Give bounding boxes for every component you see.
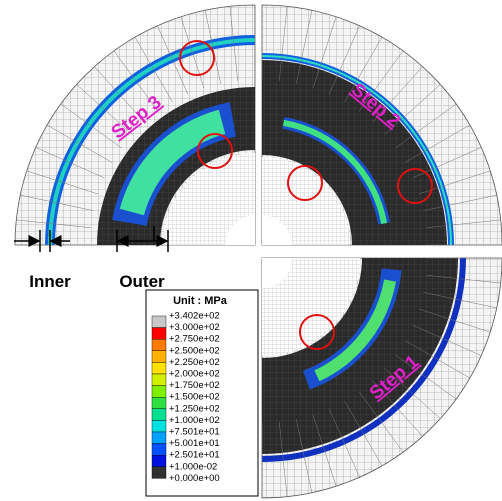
legend-swatch [152,397,166,409]
legend-label: +1.000e-02 [169,461,217,472]
legend-label: +1.500e+02 [169,392,220,403]
legend-label: +5.001e+01 [169,438,220,449]
legend-label: +2.000e+02 [169,369,220,380]
legend-swatch [152,339,166,351]
legend-swatch [152,409,166,421]
legend-label: +3.402e+02 [169,311,220,322]
legend-label: +1.250e+02 [169,403,220,414]
legend: +3.402e+02+3.000e+02+2.750e+02+2.500e+02… [152,311,220,484]
legend-swatch [152,328,166,340]
legend-label: +1.750e+02 [169,380,220,391]
legend-label: +2.750e+02 [169,334,220,345]
legend-label: +1.000e+02 [169,415,220,426]
page: {"steps": {"step3": "Step 3", "step2": "… [0,0,502,501]
legend-label: +3.000e+02 [169,322,220,333]
legend-swatch [152,351,166,363]
dimension-label: Inner [29,272,71,291]
legend-swatch [152,316,166,328]
legend-swatch [152,444,166,456]
legend-unit: Unit : MPa [173,295,228,307]
legend-label: +7.501e+01 [169,427,220,438]
legend-label: +2.250e+02 [169,357,220,368]
dimension-label: Outer [119,272,165,291]
figure: Step 3 Step 2 Step 1 Inner Outer Unit : … [0,0,502,501]
legend-label: +2.501e+01 [169,450,220,461]
legend-label: +0.000e+00 [169,473,220,484]
legend-label: +2.500e+02 [169,345,220,356]
legend-swatch [152,386,166,398]
legend-swatch [152,467,166,479]
legend-swatch [152,374,166,386]
legend-swatch [152,432,166,444]
legend-swatch [152,455,166,467]
legend-swatch [152,420,166,432]
legend-swatch [152,362,166,374]
